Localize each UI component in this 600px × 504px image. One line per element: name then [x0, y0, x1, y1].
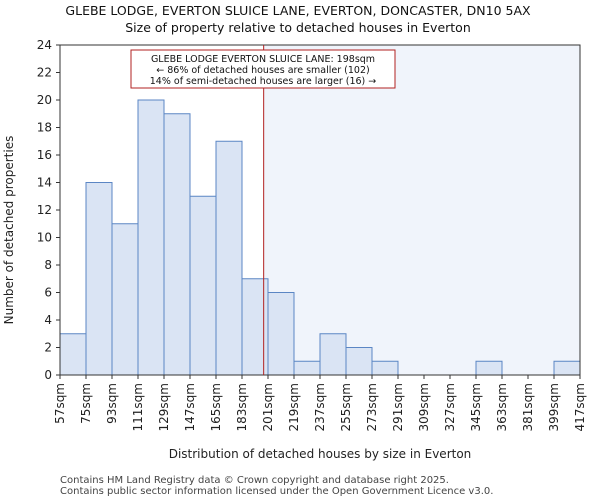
histogram-bar — [163, 113, 191, 376]
x-tick-label: 381sqm — [521, 383, 535, 431]
y-tick-label: 8 — [44, 258, 52, 272]
histogram-bar — [267, 292, 295, 376]
histogram-bar — [189, 195, 217, 376]
x-tick-label: 201sqm — [261, 383, 275, 431]
footer-line2: Contains public sector information licen… — [60, 486, 493, 497]
x-tick-label: 93sqm — [105, 383, 119, 424]
histogram-bar — [371, 360, 399, 376]
x-tick-label: 237sqm — [313, 383, 327, 431]
y-tick-label: 14 — [37, 176, 52, 190]
x-tick-label: 255sqm — [339, 383, 353, 431]
x-tick-label: 57sqm — [53, 383, 67, 424]
footer-line1: Contains HM Land Registry data © Crown c… — [60, 475, 449, 486]
y-tick-label: 12 — [37, 203, 52, 217]
chart-title-line1: GLEBE LODGE, EVERTON SLUICE LANE, EVERTO… — [65, 3, 531, 18]
histogram-bar — [59, 333, 87, 376]
histogram-bar — [475, 360, 503, 376]
x-tick-label: 291sqm — [391, 383, 405, 431]
x-tick-label: 363sqm — [495, 383, 509, 431]
x-axis-label: Distribution of detached houses by size … — [169, 447, 472, 461]
histogram-bar — [137, 99, 165, 376]
y-tick-label: 4 — [44, 313, 52, 327]
histogram-bar — [215, 140, 243, 376]
annotation-box — [130, 49, 396, 89]
y-tick-label: 10 — [37, 231, 52, 245]
x-tick-label: 129sqm — [157, 383, 171, 431]
y-tick-label: 24 — [37, 38, 52, 52]
y-tick-label: 18 — [37, 121, 52, 135]
x-tick-label: 399sqm — [547, 383, 561, 431]
x-tick-label: 345sqm — [469, 383, 483, 431]
histogram-bar — [85, 182, 113, 376]
x-tick-label: 165sqm — [209, 383, 223, 431]
y-tick-label: 22 — [37, 66, 52, 80]
histogram-bar — [293, 360, 321, 376]
x-tick-label: 75sqm — [79, 383, 93, 424]
histogram-bar — [319, 333, 347, 376]
x-tick-label: 273sqm — [365, 383, 379, 431]
histogram-bar — [111, 223, 139, 376]
y-tick-label: 6 — [44, 286, 52, 300]
x-tick-label: 111sqm — [131, 383, 145, 431]
histogram-bar — [553, 360, 581, 376]
x-tick-label: 417sqm — [573, 383, 587, 431]
annotation-line1: GLEBE LODGE EVERTON SLUICE LANE: 198sqm — [151, 54, 375, 65]
annotation-line3: 14% of semi-detached houses are larger (… — [150, 76, 377, 87]
chart-title-line2: Size of property relative to detached ho… — [125, 20, 471, 35]
x-tick-label: 147sqm — [183, 383, 197, 431]
annotation-line2: ← 86% of detached houses are smaller (10… — [156, 65, 369, 76]
y-tick-label: 0 — [44, 368, 52, 382]
y-tick-label: 16 — [37, 148, 52, 162]
histogram-bar — [345, 347, 373, 376]
x-tick-label: 309sqm — [417, 383, 431, 431]
larger-region-shade — [263, 45, 580, 375]
y-tick-label: 20 — [37, 93, 52, 107]
y-tick-label: 2 — [44, 341, 52, 355]
x-tick-label: 327sqm — [443, 383, 457, 431]
x-tick-label: 183sqm — [235, 383, 249, 431]
x-tick-label: 219sqm — [287, 383, 301, 431]
y-axis-label: Number of detached properties — [2, 136, 16, 325]
